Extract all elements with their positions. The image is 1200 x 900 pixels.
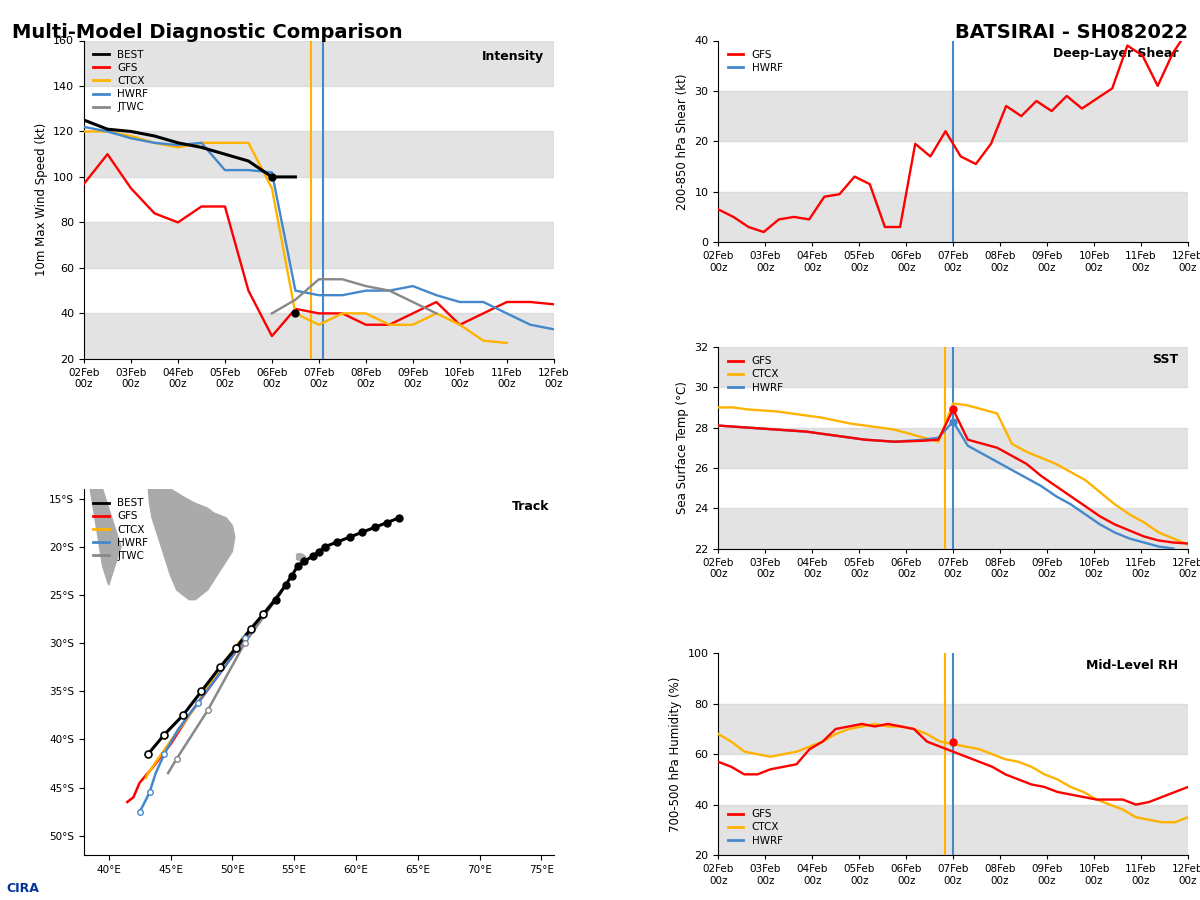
- Y-axis label: 200-850 hPa Shear (kt): 200-850 hPa Shear (kt): [676, 73, 689, 210]
- Text: Track: Track: [511, 500, 550, 513]
- Text: Deep-Layer Shear: Deep-Layer Shear: [1054, 47, 1178, 59]
- Bar: [719, 508, 1188, 549]
- Bar: [84, 222, 553, 268]
- Bar: [719, 704, 1188, 754]
- Bar: [84, 313, 553, 359]
- Text: Intensity: Intensity: [482, 50, 545, 63]
- Bar: [719, 91, 1188, 141]
- Bar: [719, 192, 1188, 242]
- Polygon shape: [296, 554, 305, 562]
- Polygon shape: [149, 474, 235, 599]
- Legend: GFS, CTCX, HWRF: GFS, CTCX, HWRF: [724, 352, 787, 397]
- Legend: BEST, GFS, CTCX, HWRF, JTWC: BEST, GFS, CTCX, HWRF, JTWC: [89, 494, 152, 565]
- Legend: BEST, GFS, CTCX, HWRF, JTWC: BEST, GFS, CTCX, HWRF, JTWC: [89, 46, 152, 116]
- Bar: [719, 428, 1188, 468]
- Bar: [84, 131, 553, 177]
- Y-axis label: 700-500 hPa Humidity (%): 700-500 hPa Humidity (%): [668, 677, 682, 832]
- Text: BATSIRAI - SH082022: BATSIRAI - SH082022: [955, 22, 1188, 41]
- Polygon shape: [323, 544, 330, 552]
- Y-axis label: Sea Surface Temp (°C): Sea Surface Temp (°C): [676, 382, 689, 514]
- Legend: GFS, HWRF: GFS, HWRF: [724, 46, 787, 77]
- Bar: [719, 346, 1188, 387]
- Y-axis label: 10m Max Wind Speed (kt): 10m Max Wind Speed (kt): [35, 123, 48, 276]
- Text: Multi-Model Diagnostic Comparison: Multi-Model Diagnostic Comparison: [12, 22, 403, 41]
- Polygon shape: [84, 450, 121, 585]
- Bar: [719, 805, 1188, 855]
- Text: SST: SST: [1152, 353, 1178, 366]
- Text: Mid-Level RH: Mid-Level RH: [1086, 660, 1178, 672]
- Bar: [84, 40, 553, 86]
- Text: CIRA: CIRA: [6, 883, 38, 896]
- Legend: GFS, CTCX, HWRF: GFS, CTCX, HWRF: [724, 806, 787, 850]
